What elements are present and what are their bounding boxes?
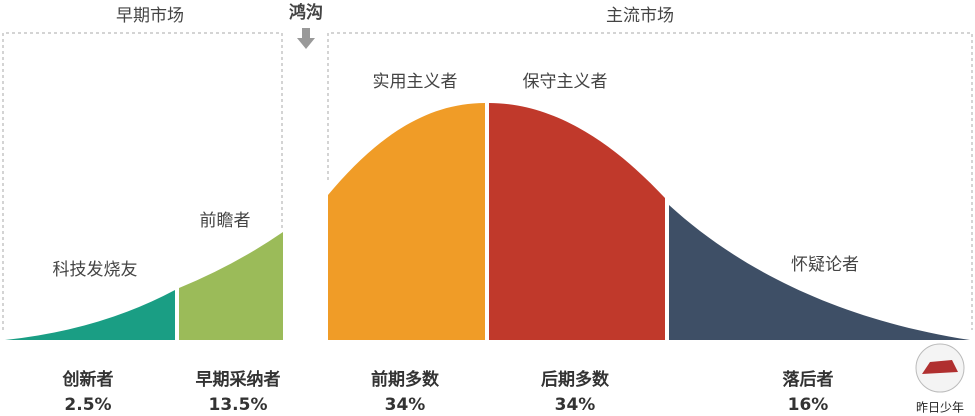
- segment-name: 创新者: [62, 369, 114, 390]
- innovators-area: [5, 290, 175, 340]
- segment-group: 保守主义者: [523, 72, 608, 92]
- late-majority-area: [489, 103, 665, 340]
- early-market-label: 早期市场: [116, 6, 184, 26]
- segment-share: 13.5%: [209, 395, 268, 415]
- logo-text: 昨日少年: [916, 401, 964, 415]
- mainstream-market-label: 主流市场: [606, 6, 674, 26]
- mainstream-market-box: [327, 32, 973, 330]
- early-adopters-area: [179, 232, 283, 340]
- segment-group: 怀疑论者: [791, 255, 859, 275]
- segment-share: 2.5%: [64, 395, 111, 415]
- segment-share: 34%: [385, 395, 426, 415]
- early-market-box: [2, 32, 283, 330]
- segment-name: 后期多数: [541, 369, 610, 390]
- chasm-label: 鸿沟: [289, 2, 323, 23]
- segment-name: 落后者: [783, 369, 834, 390]
- segment-group: 实用主义者: [373, 72, 458, 92]
- segment-group: 科技发烧友: [53, 260, 138, 280]
- segment-name: 早期采纳者: [196, 369, 281, 390]
- segment-share: 16%: [788, 395, 829, 415]
- segment-group: 前瞻者: [200, 211, 251, 231]
- laggards-area: [669, 205, 970, 340]
- chasm-arrow: [297, 28, 315, 49]
- early-majority-area: [328, 103, 485, 340]
- logo-car: [922, 360, 958, 374]
- segment-share: 34%: [555, 395, 596, 415]
- segment-name: 前期多数: [371, 369, 440, 390]
